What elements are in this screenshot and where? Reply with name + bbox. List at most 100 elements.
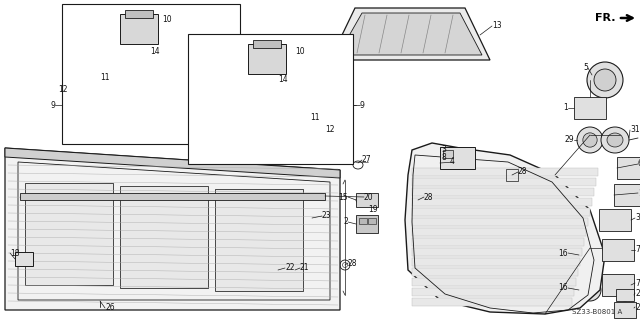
- Text: FR.: FR.: [595, 13, 615, 23]
- Text: 28: 28: [518, 167, 527, 176]
- Polygon shape: [412, 248, 582, 256]
- Bar: [240, 126, 316, 144]
- Bar: [356, 193, 378, 207]
- Bar: [443, 150, 453, 158]
- Text: 8: 8: [441, 153, 446, 162]
- Text: 19: 19: [368, 205, 378, 214]
- Bar: [614, 184, 640, 206]
- Polygon shape: [412, 188, 594, 196]
- Text: 20: 20: [364, 192, 374, 202]
- Polygon shape: [412, 218, 588, 226]
- Text: 7: 7: [635, 278, 640, 287]
- Bar: [15, 252, 33, 266]
- Text: 31: 31: [630, 125, 639, 135]
- Polygon shape: [5, 148, 340, 310]
- Polygon shape: [412, 278, 576, 286]
- Bar: [440, 147, 475, 169]
- Ellipse shape: [607, 133, 623, 147]
- Text: 7: 7: [635, 246, 640, 255]
- Text: 18: 18: [10, 249, 19, 257]
- Bar: [120, 14, 158, 44]
- Bar: [574, 97, 606, 119]
- Ellipse shape: [623, 162, 637, 174]
- Ellipse shape: [601, 127, 629, 153]
- Text: 12: 12: [325, 125, 335, 135]
- Text: 6: 6: [638, 160, 640, 168]
- Text: 25: 25: [635, 302, 640, 311]
- Ellipse shape: [458, 225, 522, 295]
- Text: 28: 28: [348, 258, 358, 268]
- Text: 24: 24: [635, 288, 640, 298]
- Ellipse shape: [577, 127, 603, 153]
- Bar: [283, 130, 303, 142]
- Ellipse shape: [594, 69, 616, 91]
- Text: 14: 14: [278, 76, 287, 85]
- Ellipse shape: [617, 216, 627, 224]
- Polygon shape: [412, 258, 580, 266]
- Ellipse shape: [122, 10, 146, 30]
- Polygon shape: [412, 178, 596, 186]
- Ellipse shape: [119, 63, 177, 96]
- Bar: [602, 274, 634, 296]
- Polygon shape: [330, 8, 490, 60]
- Text: 22: 22: [285, 263, 294, 272]
- Bar: [125, 10, 153, 18]
- Ellipse shape: [618, 289, 632, 301]
- Text: 10: 10: [295, 48, 305, 56]
- Ellipse shape: [603, 216, 613, 224]
- Polygon shape: [412, 268, 578, 276]
- Bar: [599, 209, 631, 231]
- Polygon shape: [412, 208, 590, 216]
- Ellipse shape: [579, 279, 601, 301]
- Text: 30: 30: [635, 213, 640, 222]
- Text: 12: 12: [58, 85, 68, 94]
- Text: 27: 27: [362, 155, 372, 165]
- Bar: [155, 100, 175, 112]
- Ellipse shape: [618, 191, 628, 199]
- Ellipse shape: [620, 281, 630, 289]
- Polygon shape: [412, 228, 586, 236]
- Text: 1: 1: [563, 103, 568, 113]
- Ellipse shape: [579, 244, 601, 266]
- Bar: [20, 193, 325, 200]
- Polygon shape: [412, 298, 572, 306]
- Polygon shape: [405, 143, 605, 314]
- Bar: [614, 302, 636, 318]
- Text: 15: 15: [339, 192, 348, 202]
- Bar: [616, 289, 634, 301]
- Bar: [412, 194, 424, 206]
- Text: 9: 9: [50, 100, 55, 109]
- Text: SZ33-B0801 A: SZ33-B0801 A: [572, 309, 622, 315]
- Polygon shape: [338, 13, 482, 55]
- Ellipse shape: [618, 304, 632, 316]
- Bar: [359, 218, 367, 224]
- Bar: [368, 218, 376, 224]
- Text: 9: 9: [360, 100, 365, 109]
- Ellipse shape: [584, 284, 596, 296]
- Bar: [602, 239, 634, 261]
- Polygon shape: [412, 238, 584, 246]
- Bar: [244, 130, 264, 142]
- Text: 29: 29: [564, 136, 574, 145]
- Ellipse shape: [584, 249, 596, 261]
- Ellipse shape: [606, 246, 616, 254]
- Bar: [188, 34, 353, 164]
- Bar: [253, 40, 281, 48]
- Bar: [248, 44, 286, 74]
- Text: 16: 16: [558, 284, 568, 293]
- Bar: [356, 215, 378, 233]
- Text: 13: 13: [492, 21, 502, 31]
- Polygon shape: [412, 198, 592, 206]
- Text: 23: 23: [322, 211, 332, 220]
- Text: 26: 26: [105, 303, 115, 313]
- Ellipse shape: [620, 246, 630, 254]
- Text: 14: 14: [150, 48, 159, 56]
- Text: 16: 16: [558, 249, 568, 257]
- Text: 17: 17: [638, 189, 640, 197]
- Text: 28: 28: [424, 192, 433, 202]
- Polygon shape: [412, 288, 574, 296]
- Text: 2: 2: [343, 218, 348, 226]
- Polygon shape: [5, 148, 340, 178]
- Text: 11: 11: [310, 114, 319, 122]
- Ellipse shape: [606, 281, 616, 289]
